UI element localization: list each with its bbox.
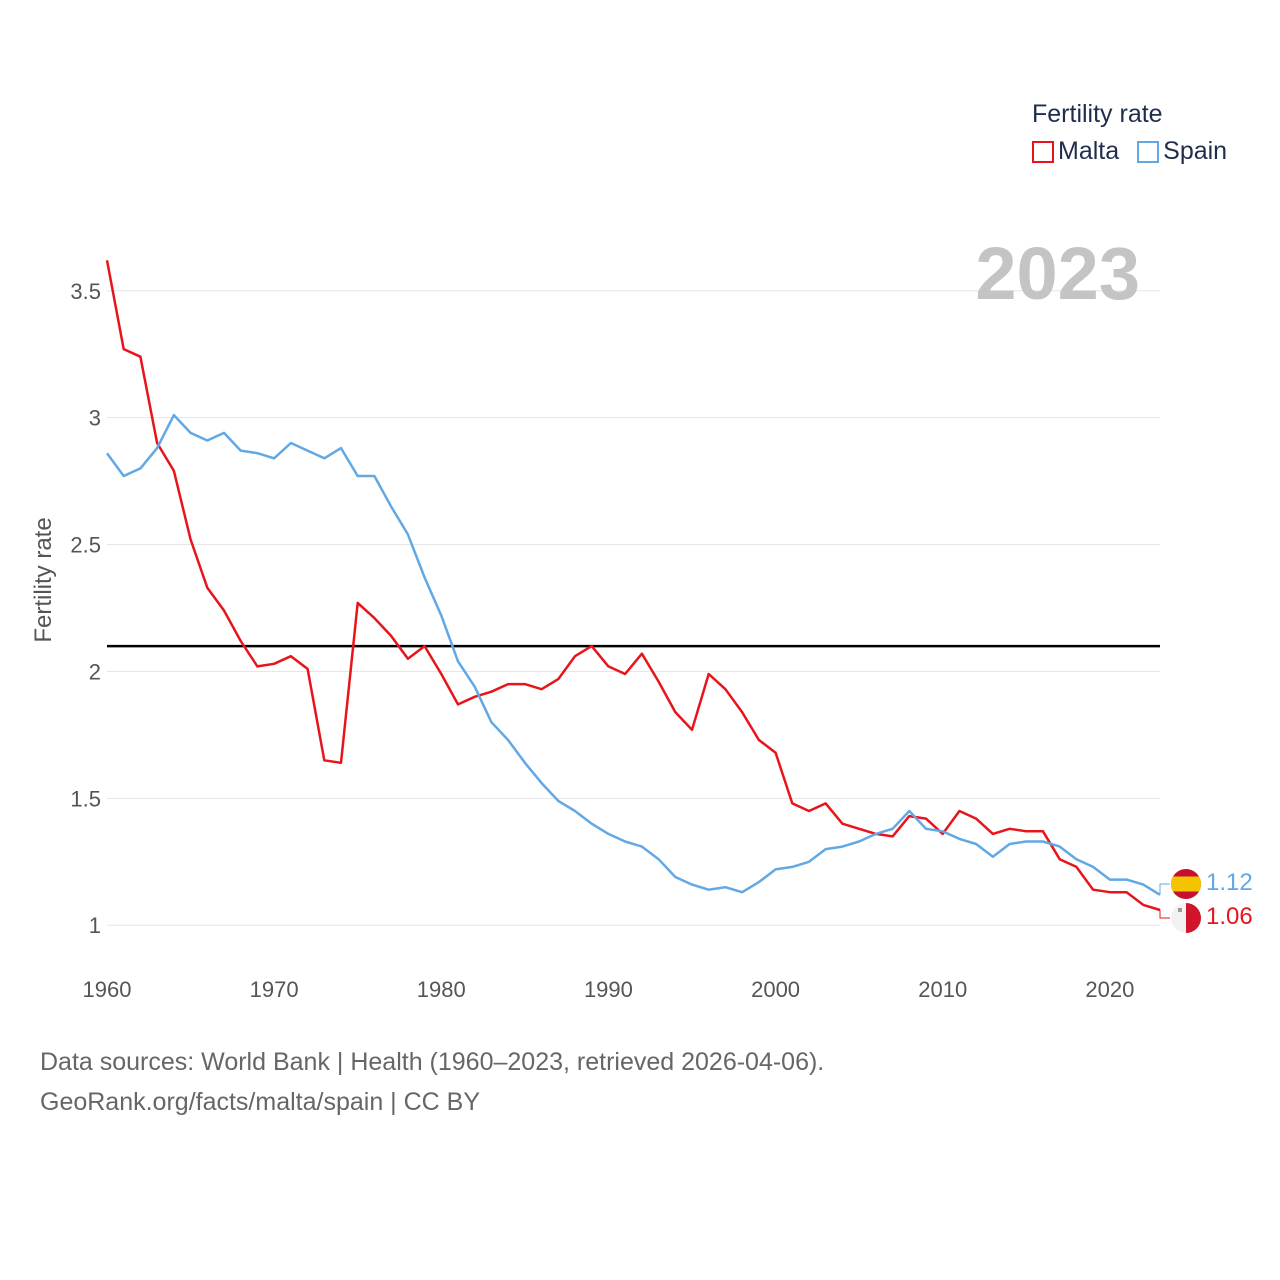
x-tick-label: 2020 [1085,977,1134,1002]
end-connector-malta [1159,910,1170,919]
year-label: 2023 [975,232,1140,315]
y-tick-label: 3 [89,406,101,431]
x-tick-label: 2010 [918,977,967,1002]
y-tick-label: 2.5 [70,533,101,558]
series-lines [105,260,1161,912]
end-markers: 1.12 1.06 [1171,869,1253,933]
malta-end-value: 1.06 [1206,903,1253,930]
x-tick-label: 1990 [584,977,633,1002]
legend-label-spain: Spain [1163,137,1228,165]
x-tick-label: 1980 [417,977,466,1002]
spain-end-value: 1.12 [1206,869,1253,896]
footer: Data sources: World Bank | Health (1960–… [40,1042,824,1122]
y-tick-label: 1.5 [70,786,101,811]
x-tick-label: 1970 [250,977,299,1002]
y-axis-title: Fertility rate [30,517,57,642]
y-tick-label: 2 [89,659,101,684]
spain-flag-icon [1171,869,1201,899]
legend-item-spain[interactable]: Spain [1137,137,1227,166]
attribution-text: GeoRank.org/facts/malta/spain | CC BY [40,1088,481,1116]
y-tick-label: 3.5 [70,279,101,304]
x-axis-ticks: 1960 1970 1980 1990 2000 2010 2020 [83,977,1135,1002]
legend-title: Fertility rate [1032,100,1163,128]
y-tick-label: 1 [89,913,101,938]
series-line-malta [105,260,1161,912]
malta-flag-icon [1171,903,1201,933]
data-sources-text: Data sources: World Bank | Health (1960–… [40,1048,825,1076]
series-line-spain [105,413,1161,896]
legend-item-malta[interactable]: Malta [1032,137,1119,166]
malta-swatch [1032,140,1054,163]
legend-label-malta: Malta [1058,137,1120,165]
grid-lines [107,290,1160,926]
end-connector-spain [1159,883,1170,895]
y-axis-ticks: 1 1.5 2 2.5 3 3.5 [70,279,101,938]
legend: Fertility rate Malta Spain [1032,100,1227,166]
x-tick-label: 2000 [751,977,800,1002]
spain-swatch [1137,140,1160,163]
x-tick-label: 1960 [83,977,132,1002]
